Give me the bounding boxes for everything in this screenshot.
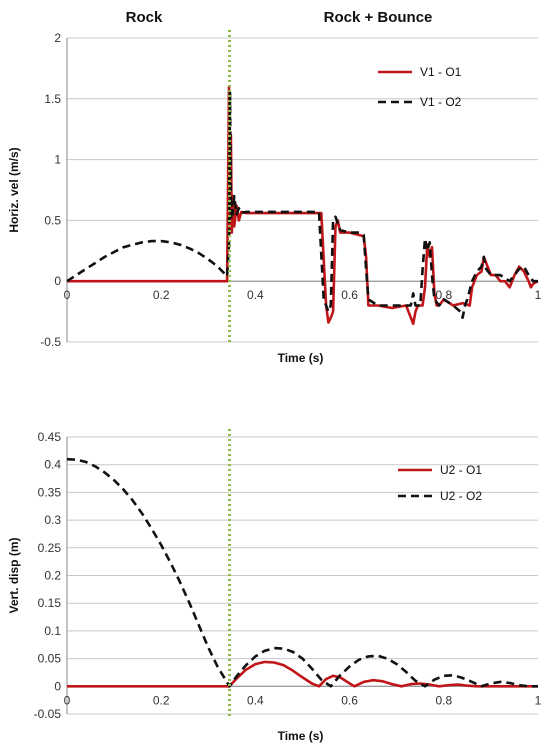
y-tick-label: 0.15	[38, 596, 62, 610]
x-tick-label: 0.2	[153, 288, 170, 302]
x-tick-label: 0.8	[435, 693, 452, 707]
y-tick-label: 0	[54, 679, 61, 693]
x-tick-label: 1	[535, 288, 542, 302]
y-tick-label: 0.25	[38, 541, 62, 555]
legend-label: U2 - O2	[440, 489, 482, 503]
y-tick-label: -0.05	[34, 707, 62, 721]
x-tick-label: 0.6	[341, 693, 358, 707]
series-line-o1	[67, 660, 538, 688]
y-tick-label: 0.5	[44, 213, 61, 227]
y-tick-label: 0.1	[44, 624, 61, 638]
series-line-o2	[66, 457, 538, 688]
x-axis-title: Time (s)	[278, 351, 324, 365]
x-tick-label: 0	[64, 288, 71, 302]
legend-label: V1 - O1	[420, 65, 462, 79]
legend-label: U2 - O1	[440, 463, 482, 477]
y-axis-title: Vert. disp (m)	[7, 537, 21, 613]
series-line-o2	[66, 91, 538, 320]
horizontal-velocity-chart: -0.5 0 0.5 1 1.5 2 0 0.2 0.4 0.6 0.8 1 Horiz. vel (m…	[7, 30, 542, 365]
y-tick-label: 1.5	[44, 92, 61, 106]
x-tick-label: 0.4	[247, 288, 264, 302]
y-tick-label: 0	[54, 274, 61, 288]
x-tick-label: 0.8	[435, 288, 452, 302]
y-tick-label: 0.3	[44, 513, 61, 527]
x-tick-label: 0.2	[153, 693, 170, 707]
x-tick-label: 0.4	[247, 693, 264, 707]
y-tick-label: 0.05	[38, 652, 62, 666]
y-tick-label: 0.4	[44, 458, 61, 472]
y-tick-label: 1	[54, 153, 61, 167]
x-tick-label: 0	[64, 693, 71, 707]
y-tick-label: 0.45	[38, 430, 62, 444]
y-axis-title: Horiz. vel (m/s)	[7, 147, 21, 232]
y-tick-label: 2	[54, 31, 61, 45]
x-axis-title: Time (s)	[278, 729, 324, 743]
y-tick-label: 0.2	[44, 569, 61, 583]
legend-label: V1 - O2	[420, 95, 462, 109]
x-tick-label: 0.6	[341, 288, 358, 302]
y-tick-label: 0.35	[38, 485, 62, 499]
phase-label-rock-bounce: Rock + Bounce	[324, 9, 433, 26]
y-tick-label: -0.5	[40, 335, 61, 349]
phase-label-rock: Rock	[126, 9, 163, 26]
x-tick-label: 1	[535, 693, 542, 707]
